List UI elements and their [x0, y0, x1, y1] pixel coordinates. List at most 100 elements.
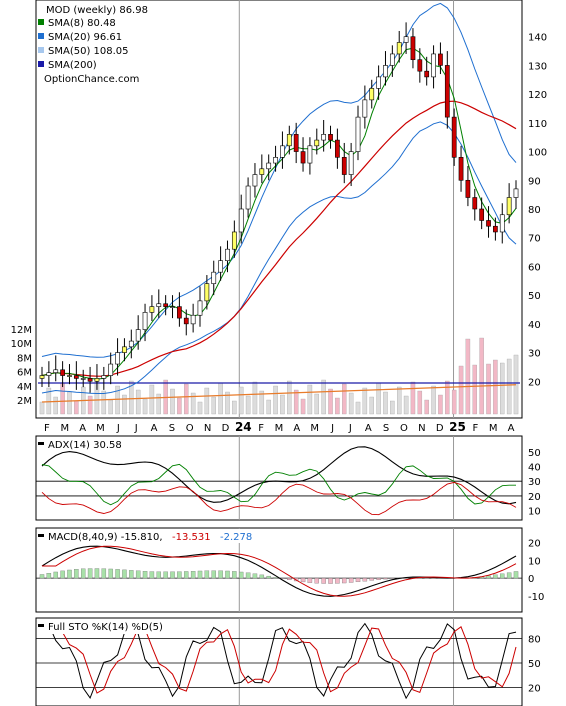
volume-bar-44 — [342, 383, 347, 415]
volume-tick-5: 12M — [11, 325, 32, 336]
candle-body-21 — [183, 317, 189, 325]
legend-swatch-sma20 — [38, 33, 44, 39]
candle-body-44 — [341, 157, 347, 175]
month-label-0: F — [44, 423, 50, 434]
candle-body-19 — [170, 306, 175, 308]
candle-body-26 — [218, 260, 223, 273]
candle-body-13 — [128, 340, 134, 348]
macd-hist-49 — [376, 577, 381, 580]
macd-hist-16 — [149, 571, 155, 579]
month-label-1: M — [60, 423, 69, 434]
volume-bar-27 — [225, 391, 230, 415]
price-tick-90: 90 — [528, 176, 541, 187]
month-label-6: A — [151, 423, 158, 434]
candle-body-24 — [204, 283, 210, 302]
price-tick-30: 30 — [528, 349, 541, 360]
sto-tick-20: 20 — [528, 684, 541, 695]
volume-bars — [38, 337, 520, 415]
candle-body-39 — [307, 145, 313, 164]
candle-body-58 — [438, 53, 443, 66]
macd-hist-13 — [129, 570, 134, 579]
adx-tick-40: 40 — [528, 462, 541, 473]
candle-body-61 — [458, 157, 464, 181]
candle-body-55 — [417, 59, 423, 72]
macd-hist-19 — [170, 571, 175, 579]
candle-body-67 — [499, 214, 505, 233]
candle-body-12 — [122, 346, 127, 353]
candle-body-36 — [286, 134, 292, 147]
candle-body-60 — [451, 116, 457, 158]
candle-body-30 — [245, 185, 251, 210]
macd-signal-value: -13.531 — [172, 532, 211, 543]
month-label-16: J — [330, 423, 334, 434]
volume-bar-24 — [204, 387, 210, 415]
month-label-19: S — [383, 423, 389, 434]
candle-body-46 — [355, 116, 361, 152]
price-tick-50: 50 — [528, 291, 541, 302]
macd-hist-11 — [115, 569, 120, 579]
adx-line — [41, 446, 517, 505]
macd-hist-50 — [383, 577, 388, 580]
price-tick-120: 120 — [528, 90, 547, 101]
candle-body-1 — [46, 372, 52, 376]
candle-body-3 — [60, 369, 65, 376]
volume-average-line — [41, 384, 517, 403]
month-label-3: M — [96, 423, 105, 434]
macd-tick-0: 0 — [528, 574, 534, 585]
volume-bar-62 — [465, 338, 471, 415]
volume-bar-47 — [362, 387, 368, 415]
month-label-7: S — [169, 423, 175, 434]
sto-legend: Full STO %K(14) %D(5) — [37, 620, 163, 634]
macd-hist-23 — [197, 570, 203, 579]
macd-hist-24 — [204, 570, 210, 579]
macd-hist-31 — [252, 573, 258, 579]
candle-body-40 — [314, 139, 320, 147]
macd-hist-36 — [287, 577, 292, 581]
volume-bar-21 — [184, 383, 189, 415]
volume-bar-38 — [300, 398, 306, 415]
macd-hist-38 — [300, 577, 306, 583]
candle-body-66 — [493, 225, 498, 233]
volume-bar-37 — [293, 389, 299, 415]
volume-bar-43 — [335, 397, 340, 415]
candle-body-38 — [300, 151, 306, 164]
candle-body-14 — [135, 329, 141, 342]
macd-hist-6 — [81, 568, 86, 579]
volume-bar-1 — [46, 387, 52, 415]
candle-body-9 — [101, 375, 107, 379]
candle-body-10 — [108, 363, 114, 376]
volume-bar-29 — [239, 386, 244, 415]
macd-hist-66 — [493, 574, 498, 579]
sma50-line — [41, 100, 517, 377]
volume-bar-25 — [211, 396, 216, 415]
volume-bar-54 — [410, 381, 416, 415]
candle-body-22 — [190, 314, 196, 325]
candle-body-11 — [115, 352, 120, 365]
candle-body-42 — [328, 134, 333, 141]
macd-hist-27 — [225, 570, 230, 579]
candle-body-7 — [87, 378, 93, 382]
macd-hist-40 — [314, 577, 319, 584]
volume-tick-4: 10M — [11, 339, 32, 350]
adx-label: ADX(14) 30.58 — [48, 440, 122, 451]
volume-bar-41 — [321, 379, 326, 415]
volume-bar-9 — [101, 390, 107, 415]
candle-body-6 — [80, 378, 86, 380]
month-label-25: M — [489, 423, 498, 434]
volume-bar-56 — [424, 399, 429, 415]
macd-hist-1 — [46, 573, 52, 579]
volume-bar-39 — [307, 384, 313, 415]
macd-hist-30 — [245, 572, 251, 579]
volume-bar-32 — [259, 390, 265, 415]
candle-body-33 — [266, 162, 272, 170]
month-label-26: A — [508, 423, 515, 434]
macd-hist-17 — [156, 571, 161, 579]
candle-body-68 — [506, 197, 512, 216]
candle-body-63 — [472, 197, 478, 210]
legend-swatch-sma8 — [38, 19, 44, 25]
candle-body-59 — [444, 65, 450, 118]
macd-histogram-value: -2.278 — [220, 532, 252, 543]
macd-hist-43 — [335, 577, 340, 584]
macd-hist-2 — [53, 571, 58, 579]
